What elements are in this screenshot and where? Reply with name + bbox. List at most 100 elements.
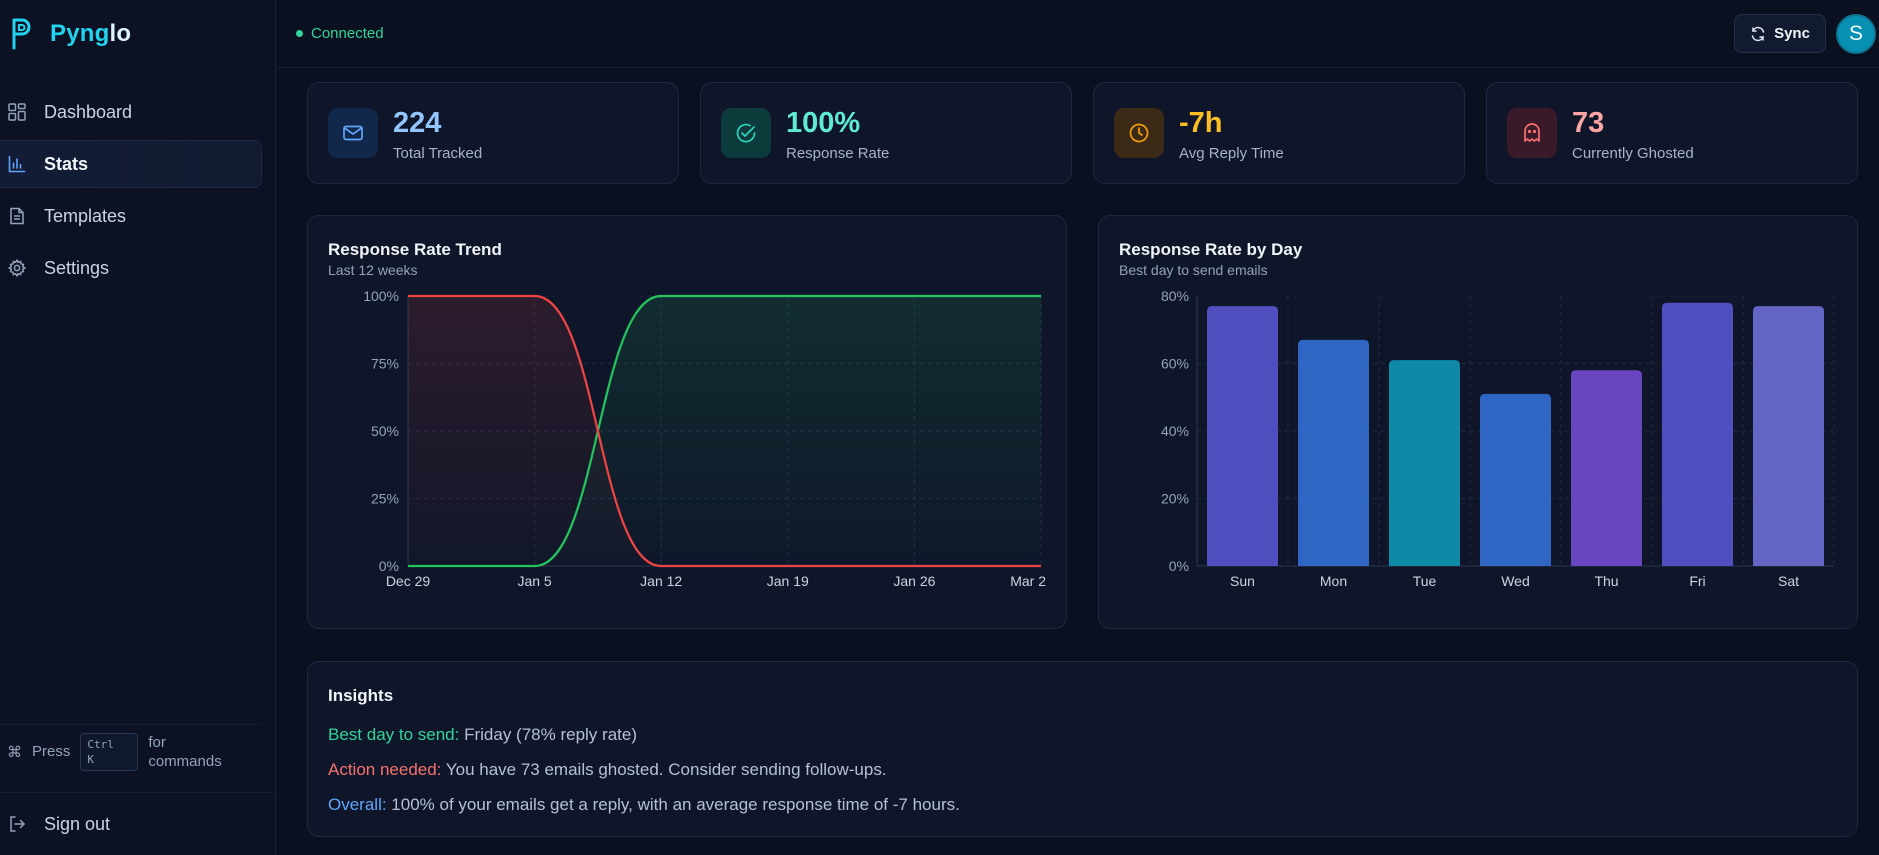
- x-tick-label: Jan 5: [517, 573, 551, 589]
- x-tick-label: Mar 2: [1010, 573, 1046, 589]
- status-dot-icon: [296, 30, 303, 37]
- insight-text: You have 73 emails ghosted. Consider sen…: [441, 760, 887, 779]
- sidebar-item-label: Settings: [44, 257, 110, 278]
- x-tick-label: Thu: [1594, 573, 1618, 589]
- insight-best-day: Best day to send: Friday (78% reply rate…: [328, 725, 637, 745]
- sidebar-item-stats[interactable]: Stats: [0, 140, 262, 188]
- grid-icon: [8, 103, 26, 121]
- bar-sun: [1207, 306, 1278, 566]
- command-suffix: for commands: [148, 733, 222, 770]
- stat-value: 224: [393, 107, 442, 139]
- x-tick-label: Jan 19: [767, 573, 809, 589]
- app-logo[interactable]: Pynglo: [10, 16, 131, 52]
- series-line: [407, 294, 1041, 568]
- y-tick-label: 75%: [371, 356, 399, 372]
- chart-title: Response Rate Trend: [328, 240, 502, 259]
- y-tick-label: 80%: [1161, 288, 1189, 304]
- y-tick-label: 20%: [1161, 491, 1189, 507]
- user-avatar[interactable]: S: [1836, 14, 1876, 54]
- stat-card-total-tracked: 224 Total Tracked: [307, 82, 679, 184]
- logout-icon: [10, 816, 26, 832]
- stat-label: Total Tracked: [393, 145, 483, 162]
- bar-tue: [1389, 360, 1460, 566]
- logo-icon: [12, 18, 31, 50]
- insight-label: Best day to send:: [328, 725, 460, 744]
- x-tick-label: Mon: [1320, 573, 1347, 589]
- connection-status: Connected: [296, 25, 384, 42]
- x-tick-label: Sun: [1230, 573, 1255, 589]
- stat-card-currently-ghosted: 73 Currently Ghosted: [1486, 82, 1858, 184]
- stat-label: Response Rate: [786, 145, 890, 162]
- insight-action-needed: Action needed: You have 73 emails ghoste…: [328, 760, 887, 780]
- chart-title: Response Rate by Day: [1119, 240, 1303, 259]
- app-name: Pynglo: [50, 20, 132, 47]
- y-tick-label: 40%: [1161, 423, 1189, 439]
- y-tick-label: 100%: [363, 288, 399, 304]
- insight-text: 100% of your emails get a reply, with an…: [386, 795, 960, 814]
- y-tick-label: 60%: [1161, 356, 1189, 372]
- sidebar-item-label: Dashboard: [44, 101, 133, 122]
- stat-icon-bg: [1507, 108, 1557, 158]
- sync-button[interactable]: Sync: [1734, 14, 1826, 53]
- x-tick-label: Wed: [1501, 573, 1530, 589]
- stat-value: 100%: [786, 107, 861, 139]
- bar-chart-icon: [8, 155, 26, 173]
- y-tick-label: 50%: [371, 423, 399, 439]
- insight-text: Friday (78% reply rate): [459, 725, 637, 744]
- mail-icon: [343, 125, 363, 141]
- x-tick-label: Fri: [1689, 573, 1705, 589]
- stat-card-avg-reply-time: -7h Avg Reply Time: [1093, 82, 1465, 184]
- shortcut-key: Ctrl K: [80, 732, 139, 771]
- x-tick-label: Sat: [1778, 573, 1799, 589]
- sidebar-item-settings[interactable]: Settings: [0, 244, 262, 292]
- signout-button[interactable]: Sign out: [0, 792, 275, 855]
- sidebar-item-label: Templates: [44, 205, 127, 226]
- y-tick-label: 25%: [371, 491, 399, 507]
- command-hint[interactable]: ⌘ Press Ctrl K for commands: [0, 724, 262, 778]
- bar-fri: [1662, 302, 1733, 566]
- x-tick-label: Jan 12: [640, 573, 682, 589]
- status-text: Connected: [311, 25, 384, 42]
- y-tick-label: 0%: [379, 558, 399, 574]
- stat-icon-bg: [1114, 108, 1164, 158]
- chart-subtitle: Last 12 weeks: [328, 262, 418, 278]
- stat-icon-bg: [721, 108, 771, 158]
- sidebar-nav: Dashboard Stats Templates Settings: [0, 88, 262, 296]
- command-icon: ⌘: [7, 743, 22, 761]
- stat-label: Avg Reply Time: [1179, 145, 1284, 162]
- bar-mon: [1298, 339, 1369, 566]
- stat-card-response-rate: 100% Response Rate: [700, 82, 1072, 184]
- insights-card: Insights Best day to send: Friday (78% r…: [307, 661, 1858, 837]
- topbar: Connected Sync S: [277, 0, 1879, 68]
- trend-chart: 0% 25% 50% 75% 100% Dec 29 Jan 5 Jan 12 Jan 19 Ja…: [363, 288, 1046, 589]
- gear-icon: [8, 259, 26, 277]
- stat-label: Currently Ghosted: [1572, 145, 1694, 162]
- response-rate-trend-card: Response Rate Trend Last 12 weeks 0% 25% 5…: [307, 215, 1067, 629]
- x-tick-label: Dec 29: [386, 573, 431, 589]
- bar-wed: [1480, 393, 1551, 566]
- by-day-chart: 0% 20% 40% 60% 80% Sun Mon Tue Wed Thu Fri Sat: [1161, 288, 1835, 589]
- sync-label: Sync: [1774, 25, 1810, 42]
- bar-thu: [1571, 370, 1642, 566]
- insight-label: Overall:: [328, 795, 387, 814]
- response-by-day-card: Response Rate by Day Best day to send em…: [1098, 215, 1858, 629]
- sidebar-item-dashboard[interactable]: Dashboard: [0, 88, 262, 136]
- chart-subtitle: Best day to send emails: [1119, 262, 1268, 278]
- command-press-label: Press: [32, 743, 71, 760]
- clock-icon: [1129, 123, 1149, 143]
- bar-sat: [1753, 306, 1824, 566]
- stat-value: 73: [1572, 107, 1605, 139]
- series-area: [408, 296, 1041, 566]
- signout-label: Sign out: [44, 813, 111, 834]
- refresh-icon: [1751, 26, 1765, 41]
- insight-label: Action needed:: [328, 760, 442, 779]
- x-tick-label: Jan 26: [893, 573, 935, 589]
- stat-icon-bg: [328, 108, 378, 158]
- y-tick-label: 0%: [1169, 558, 1189, 574]
- insight-overall: Overall: 100% of your emails get a reply…: [328, 795, 960, 815]
- x-tick-label: Tue: [1413, 573, 1437, 589]
- sidebar-item-templates[interactable]: Templates: [0, 192, 262, 240]
- sidebar-item-label: Stats: [44, 153, 89, 174]
- check-circle-icon: [736, 123, 756, 143]
- series-area: [408, 296, 1041, 566]
